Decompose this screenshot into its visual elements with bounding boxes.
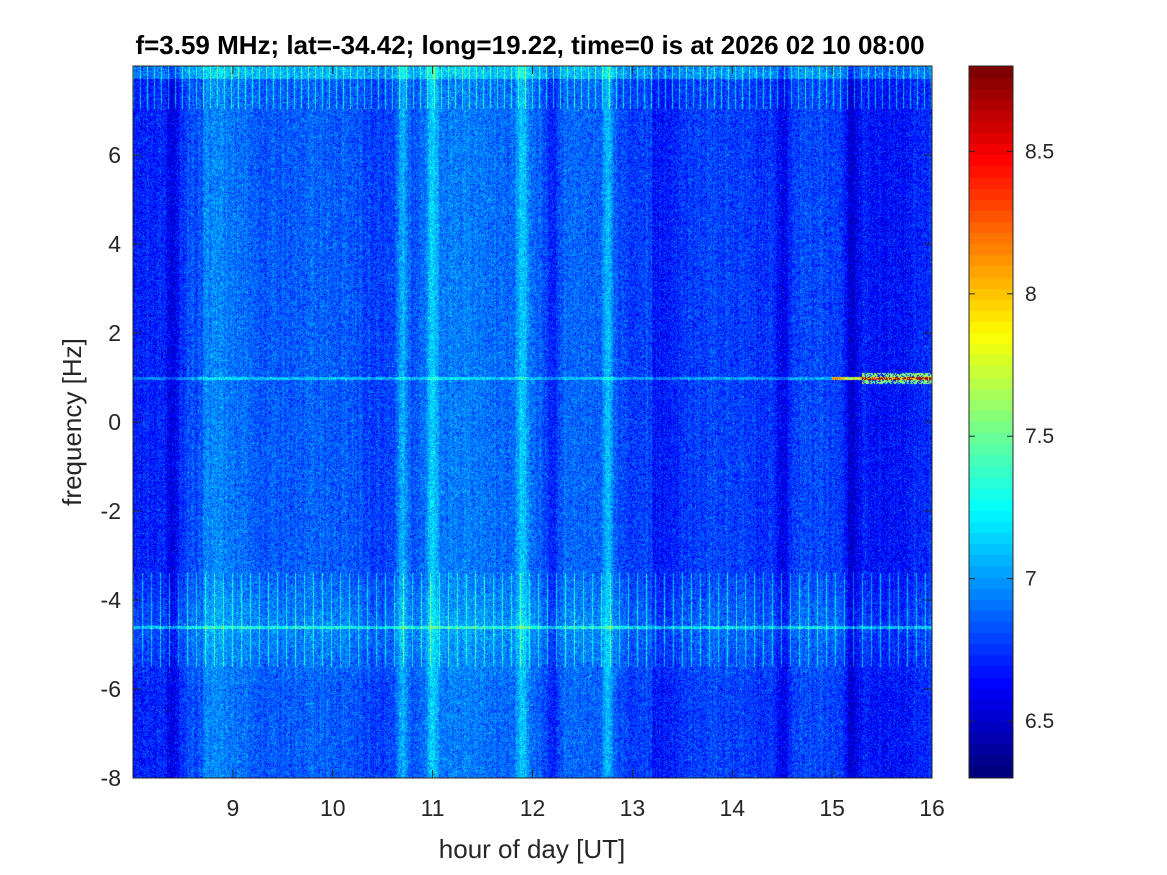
colorbar-gradient xyxy=(969,66,1013,778)
x-tick-label: 14 xyxy=(719,795,745,821)
colorbar-tick-label: 6.5 xyxy=(1025,710,1054,733)
y-tick-label: -6 xyxy=(101,676,121,702)
y-tick-label: -2 xyxy=(101,498,121,524)
plot-area xyxy=(132,65,933,779)
y-tick-label: 6 xyxy=(108,142,121,168)
colorbar: 6.5 7 7.5 8 8.5 xyxy=(968,65,1054,779)
x-axis-label: hour of day [UT] xyxy=(439,834,625,864)
x-tick-label: 13 xyxy=(620,795,646,821)
colorbar-tick-label: 8 xyxy=(1025,283,1037,306)
x-tick-label: 9 xyxy=(226,795,239,821)
colorbar-tick-label: 7 xyxy=(1025,568,1037,591)
colorbar-frame xyxy=(968,65,1014,779)
x-tick-label: 11 xyxy=(421,795,445,821)
x-tick-label: 16 xyxy=(919,795,945,821)
heatmap-image xyxy=(133,66,932,778)
y-axis-label: frequency [Hz] xyxy=(57,338,87,506)
colorbar-tick-label: 8.5 xyxy=(1025,140,1054,163)
colorbar-ticks: 6.5 7 7.5 8 8.5 xyxy=(969,140,1054,733)
colorbar-tick-label: 7.5 xyxy=(1025,425,1054,448)
x-tick-label: 12 xyxy=(520,795,546,821)
y-tick-label: 0 xyxy=(108,409,121,435)
x-tick-label: 10 xyxy=(320,795,346,821)
y-tick-label: 4 xyxy=(108,231,121,257)
chart-title: f=3.59 MHz; lat=-34.42; long=19.22, time… xyxy=(135,30,924,60)
y-tick-label: -8 xyxy=(101,765,121,791)
x-tick-label: 15 xyxy=(819,795,845,821)
y-tick-label: -4 xyxy=(101,587,122,613)
y-tick-label: 2 xyxy=(108,320,121,346)
x-axis: 9 10 11 12 13 14 15 16 xyxy=(226,66,945,821)
y-axis: -8 -6 -4 -2 0 2 4 6 xyxy=(101,142,932,791)
